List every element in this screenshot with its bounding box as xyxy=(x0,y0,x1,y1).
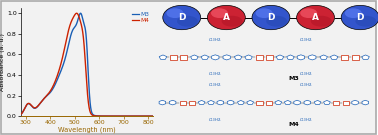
Text: $C_{10}H_{21}$: $C_{10}H_{21}$ xyxy=(208,71,222,78)
Polygon shape xyxy=(180,101,186,104)
Polygon shape xyxy=(342,101,349,104)
Legend: M3, M4: M3, M4 xyxy=(132,11,150,23)
Polygon shape xyxy=(256,101,263,104)
Polygon shape xyxy=(266,101,272,104)
Ellipse shape xyxy=(355,16,376,27)
Polygon shape xyxy=(352,100,358,105)
Polygon shape xyxy=(170,55,177,60)
Text: $C_{10}H_{21}$: $C_{10}H_{21}$ xyxy=(208,82,222,89)
Ellipse shape xyxy=(163,5,201,30)
Polygon shape xyxy=(223,55,230,60)
M3 xyxy=(79,14,84,16)
Polygon shape xyxy=(297,55,305,60)
Ellipse shape xyxy=(341,5,378,30)
FancyBboxPatch shape xyxy=(1,1,376,134)
M4 xyxy=(147,115,152,117)
Polygon shape xyxy=(275,100,282,104)
Ellipse shape xyxy=(311,16,332,27)
Polygon shape xyxy=(362,55,369,59)
Text: $C_{10}H_{21}$: $C_{10}H_{21}$ xyxy=(208,116,222,124)
Text: $C_{10}H_{21}$: $C_{10}H_{21}$ xyxy=(299,116,314,124)
M4 xyxy=(123,115,127,117)
Polygon shape xyxy=(201,55,209,59)
Polygon shape xyxy=(227,100,234,105)
Polygon shape xyxy=(308,55,316,60)
Ellipse shape xyxy=(256,8,273,18)
Polygon shape xyxy=(320,55,327,59)
Polygon shape xyxy=(287,55,294,59)
Polygon shape xyxy=(180,55,187,60)
Polygon shape xyxy=(247,100,254,104)
Polygon shape xyxy=(245,55,253,59)
Polygon shape xyxy=(294,100,301,105)
Ellipse shape xyxy=(252,5,290,30)
Ellipse shape xyxy=(211,8,228,18)
Text: D: D xyxy=(267,13,275,22)
M3 xyxy=(151,115,155,117)
Polygon shape xyxy=(189,101,195,104)
Text: M4: M4 xyxy=(289,122,299,126)
Ellipse shape xyxy=(297,5,335,30)
Text: D: D xyxy=(178,13,186,22)
Polygon shape xyxy=(341,55,348,60)
Polygon shape xyxy=(284,100,291,104)
Polygon shape xyxy=(159,100,166,105)
Y-axis label: Absorbance (a. u.): Absorbance (a. u.) xyxy=(0,33,5,91)
Polygon shape xyxy=(304,100,311,105)
Ellipse shape xyxy=(166,8,183,18)
M4 xyxy=(79,26,84,27)
M4 xyxy=(19,114,23,115)
Polygon shape xyxy=(266,55,273,60)
Ellipse shape xyxy=(300,8,317,18)
Ellipse shape xyxy=(222,16,242,27)
Polygon shape xyxy=(169,100,176,105)
M3 xyxy=(78,12,83,14)
Polygon shape xyxy=(314,100,321,104)
M3 xyxy=(83,28,87,29)
M4 xyxy=(74,12,79,14)
Text: $C_{10}H_{21}$: $C_{10}H_{21}$ xyxy=(299,36,314,44)
Line: M4: M4 xyxy=(21,13,153,116)
M3 xyxy=(25,103,30,105)
Polygon shape xyxy=(159,55,167,59)
Polygon shape xyxy=(234,55,242,59)
Text: D: D xyxy=(356,13,364,22)
Text: A: A xyxy=(223,13,230,22)
M4 xyxy=(83,60,87,61)
Text: A: A xyxy=(312,13,319,22)
M4 xyxy=(25,103,30,105)
M3 xyxy=(19,114,23,115)
Ellipse shape xyxy=(208,5,245,30)
Polygon shape xyxy=(212,55,219,60)
Text: $C_{10}H_{21}$: $C_{10}H_{21}$ xyxy=(299,82,314,89)
Polygon shape xyxy=(276,55,284,59)
Polygon shape xyxy=(198,100,205,104)
Ellipse shape xyxy=(266,16,287,27)
M3 xyxy=(147,115,152,117)
Text: $C_{10}H_{21}$: $C_{10}H_{21}$ xyxy=(208,36,222,44)
Polygon shape xyxy=(208,100,214,104)
Ellipse shape xyxy=(177,16,198,27)
Polygon shape xyxy=(324,100,330,104)
M3 xyxy=(123,115,127,117)
Ellipse shape xyxy=(345,8,362,18)
Polygon shape xyxy=(237,100,244,104)
Polygon shape xyxy=(362,100,369,105)
Text: $C_{10}H_{21}$: $C_{10}H_{21}$ xyxy=(299,71,314,78)
Polygon shape xyxy=(256,55,263,60)
X-axis label: Wavelength (nm): Wavelength (nm) xyxy=(58,127,116,133)
M3 xyxy=(147,115,152,117)
Polygon shape xyxy=(191,55,198,59)
Polygon shape xyxy=(352,55,359,60)
Polygon shape xyxy=(333,101,339,104)
M4 xyxy=(147,115,152,117)
M4 xyxy=(151,115,155,117)
Line: M3: M3 xyxy=(21,13,153,116)
Text: M3: M3 xyxy=(289,76,299,81)
Polygon shape xyxy=(330,55,338,59)
Polygon shape xyxy=(217,100,224,105)
